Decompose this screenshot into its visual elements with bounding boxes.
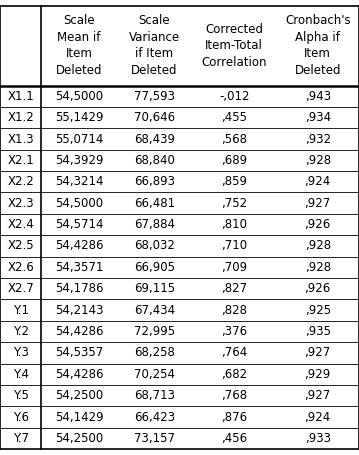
Text: 73,157: 73,157 <box>134 432 175 445</box>
Text: Corrected
Item-Total
Correlation: Corrected Item-Total Correlation <box>201 23 267 69</box>
Text: 67,434: 67,434 <box>134 303 175 317</box>
Text: ,810: ,810 <box>221 218 247 231</box>
Text: ,935: ,935 <box>305 325 331 338</box>
Text: 54,5000: 54,5000 <box>55 90 103 103</box>
Text: ,376: ,376 <box>221 325 247 338</box>
Text: 70,646: 70,646 <box>134 111 175 124</box>
Text: 77,593: 77,593 <box>134 90 175 103</box>
Text: 54,4286: 54,4286 <box>55 239 103 253</box>
Text: 70,254: 70,254 <box>134 368 175 381</box>
Text: ,455: ,455 <box>221 111 247 124</box>
Text: X2.4: X2.4 <box>7 218 34 231</box>
Text: ,924: ,924 <box>304 175 331 188</box>
Text: X1.3: X1.3 <box>7 132 34 146</box>
Text: ,927: ,927 <box>304 197 331 210</box>
Text: Y.7: Y.7 <box>13 432 29 445</box>
Text: ,943: ,943 <box>305 90 331 103</box>
Text: X1.1: X1.1 <box>7 90 34 103</box>
Text: ,689: ,689 <box>221 154 247 167</box>
Text: Cronbach's
Alpha if
Item
Deleted: Cronbach's Alpha if Item Deleted <box>285 15 350 77</box>
Text: 66,423: 66,423 <box>134 410 175 424</box>
Text: ,929: ,929 <box>304 368 331 381</box>
Text: X2.6: X2.6 <box>7 261 34 274</box>
Text: Y.4: Y.4 <box>13 368 29 381</box>
Text: 54,2143: 54,2143 <box>55 303 103 317</box>
Text: 54,3214: 54,3214 <box>55 175 103 188</box>
Text: Scale
Mean if
Item
Deleted: Scale Mean if Item Deleted <box>56 15 102 77</box>
Text: ,682: ,682 <box>221 368 247 381</box>
Text: 54,2500: 54,2500 <box>55 389 103 402</box>
Text: 55,1429: 55,1429 <box>55 111 103 124</box>
Text: ,925: ,925 <box>305 303 331 317</box>
Text: X2.2: X2.2 <box>7 175 34 188</box>
Text: ,568: ,568 <box>221 132 247 146</box>
Text: Y.1: Y.1 <box>13 303 29 317</box>
Text: X2.5: X2.5 <box>7 239 34 253</box>
Text: 68,439: 68,439 <box>134 132 175 146</box>
Text: ,932: ,932 <box>305 132 331 146</box>
Text: 66,893: 66,893 <box>134 175 175 188</box>
Text: ,928: ,928 <box>305 239 331 253</box>
Text: ,928: ,928 <box>305 154 331 167</box>
Text: -,012: -,012 <box>219 90 250 103</box>
Text: 66,481: 66,481 <box>134 197 175 210</box>
Text: ,752: ,752 <box>221 197 247 210</box>
Text: 55,0714: 55,0714 <box>55 132 103 146</box>
Text: ,926: ,926 <box>304 218 331 231</box>
Text: 68,840: 68,840 <box>134 154 175 167</box>
Text: ,709: ,709 <box>221 261 247 274</box>
Text: Y.5: Y.5 <box>13 389 29 402</box>
Text: Y.6: Y.6 <box>13 410 29 424</box>
Text: 54,5000: 54,5000 <box>55 197 103 210</box>
Text: 54,4286: 54,4286 <box>55 325 103 338</box>
Text: X2.1: X2.1 <box>7 154 34 167</box>
Text: ,927: ,927 <box>304 389 331 402</box>
Text: 54,5357: 54,5357 <box>55 346 103 359</box>
Text: ,928: ,928 <box>305 261 331 274</box>
Text: 54,5714: 54,5714 <box>55 218 103 231</box>
Text: 54,1429: 54,1429 <box>55 410 103 424</box>
Text: Y.3: Y.3 <box>13 346 29 359</box>
Text: 72,995: 72,995 <box>134 325 175 338</box>
Text: ,827: ,827 <box>221 282 247 295</box>
Text: X1.2: X1.2 <box>7 111 34 124</box>
Text: Scale
Variance
if Item
Deleted: Scale Variance if Item Deleted <box>129 15 180 77</box>
Text: ,710: ,710 <box>221 239 247 253</box>
Text: ,764: ,764 <box>221 346 247 359</box>
Text: ,768: ,768 <box>221 389 247 402</box>
Text: 66,905: 66,905 <box>134 261 175 274</box>
Text: Y.2: Y.2 <box>13 325 29 338</box>
Text: ,924: ,924 <box>304 410 331 424</box>
Text: ,859: ,859 <box>221 175 247 188</box>
Text: 54,1786: 54,1786 <box>55 282 103 295</box>
Text: 69,115: 69,115 <box>134 282 175 295</box>
Text: ,876: ,876 <box>221 410 247 424</box>
Text: X2.7: X2.7 <box>7 282 34 295</box>
Text: ,926: ,926 <box>304 282 331 295</box>
Text: ,828: ,828 <box>221 303 247 317</box>
Text: X2.3: X2.3 <box>7 197 34 210</box>
Text: 54,2500: 54,2500 <box>55 432 103 445</box>
Text: 67,884: 67,884 <box>134 218 175 231</box>
Text: 54,3571: 54,3571 <box>55 261 103 274</box>
Text: 68,032: 68,032 <box>134 239 175 253</box>
Text: ,934: ,934 <box>305 111 331 124</box>
Text: 68,258: 68,258 <box>134 346 175 359</box>
Text: 68,713: 68,713 <box>134 389 175 402</box>
Text: ,456: ,456 <box>221 432 247 445</box>
Text: 54,4286: 54,4286 <box>55 368 103 381</box>
Text: ,933: ,933 <box>305 432 331 445</box>
Text: 54,3929: 54,3929 <box>55 154 103 167</box>
Text: ,927: ,927 <box>304 346 331 359</box>
